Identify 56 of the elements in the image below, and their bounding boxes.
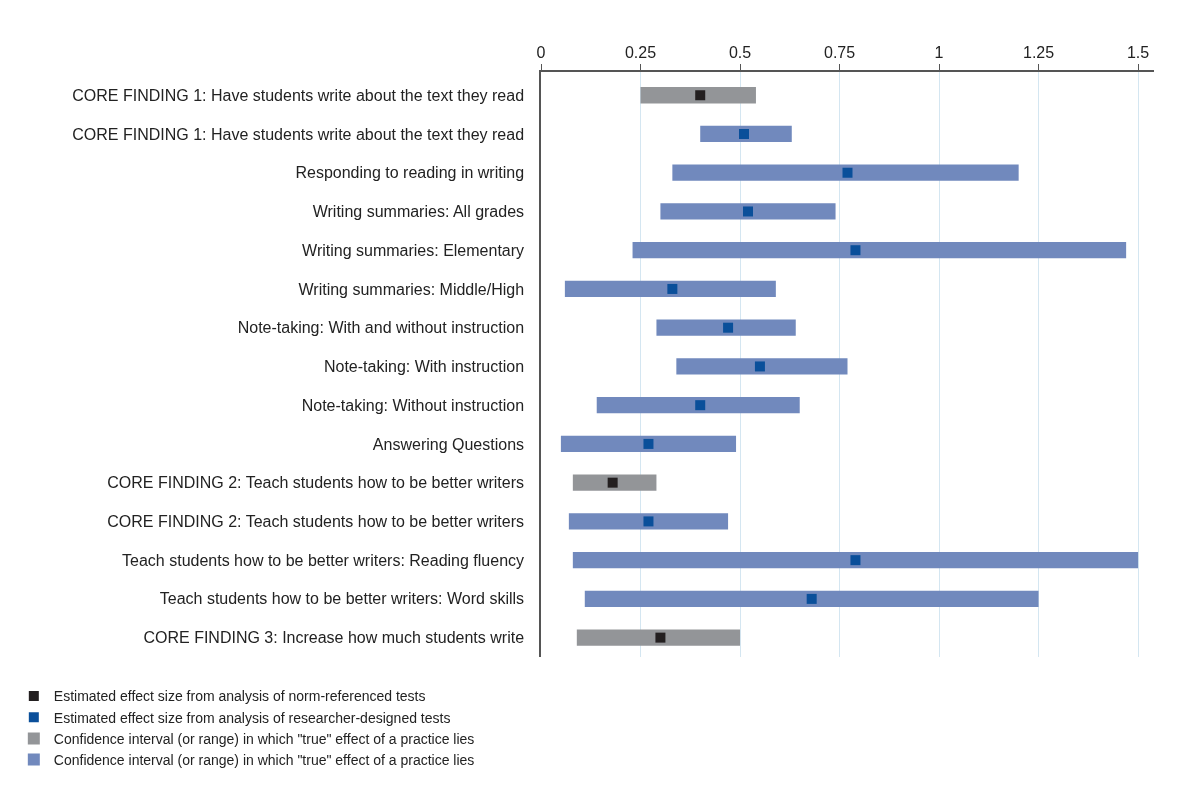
x-tick-label: 0.5 xyxy=(728,43,752,61)
bar xyxy=(656,319,796,336)
y-tick-label: Teach students how to be better writers: Word skills xyxy=(159,590,525,608)
point xyxy=(695,400,706,411)
bar xyxy=(576,629,741,646)
y-tick-label: Teach students how to be better writers: Reading fluency xyxy=(122,551,525,569)
bar xyxy=(572,474,657,491)
point xyxy=(754,361,765,372)
point xyxy=(723,322,734,333)
legend-label: Estimated effect size from analysis of researcher-designed tests xyxy=(53,709,451,726)
point xyxy=(695,90,706,101)
bar xyxy=(568,513,729,530)
bar xyxy=(572,552,1139,569)
x-tick-label: 1.5 xyxy=(1126,43,1150,61)
y-tick-label: CORE FINDING 2: Teach students how to be better writers xyxy=(107,474,525,492)
y-tick-label: Answering Questions xyxy=(372,435,525,453)
point xyxy=(850,245,861,256)
bar xyxy=(632,242,1127,259)
bar xyxy=(700,125,792,143)
bar xyxy=(564,280,776,298)
x-tick-label: 0.75 xyxy=(823,43,856,61)
bar xyxy=(560,435,737,453)
legend-label: Estimated effect size from analysis of norm-referenced tests xyxy=(53,688,426,705)
y-tick-label: CORE FINDING 3: Increase how much students write xyxy=(143,629,525,647)
point xyxy=(643,516,654,527)
y-tick-label: Note-taking: Without instruction xyxy=(301,396,525,414)
y-tick-label: CORE FINDING 1: Have students write about the text they read xyxy=(72,86,525,104)
point xyxy=(739,128,750,139)
y-tick-label: Writing summaries: Middle/High xyxy=(298,280,525,298)
bar xyxy=(672,164,1019,181)
y-tick-label: CORE FINDING 1: Have students write about the text they read xyxy=(72,125,525,143)
y-tick-label: Responding to reading in writing xyxy=(295,164,525,182)
point xyxy=(806,593,817,604)
x-tick-label: 0 xyxy=(536,43,546,61)
bar xyxy=(660,203,836,220)
bar xyxy=(676,358,848,375)
point xyxy=(667,283,678,294)
y-tick-label: Note-taking: With instruction xyxy=(323,358,525,376)
point xyxy=(655,632,666,643)
point xyxy=(607,477,618,488)
legend-label: Confidence interval (or range) in which "true" effect of a practice lies xyxy=(53,730,475,747)
point xyxy=(842,167,853,178)
x-tick-label: 1.25 xyxy=(1022,43,1055,61)
y-tick-label: Note-taking: With and without instruction xyxy=(237,319,525,337)
y-tick-label: Writing summaries: All grades xyxy=(312,203,525,221)
x-tick-label: 1 xyxy=(934,43,944,61)
y-tick-label: CORE FINDING 2: Teach students how to be better writers xyxy=(107,513,525,530)
point xyxy=(742,206,753,217)
bar xyxy=(640,87,756,104)
x-tick-label: 0.25 xyxy=(624,43,657,61)
point xyxy=(643,438,654,449)
bar xyxy=(596,397,800,414)
bar xyxy=(584,590,1039,608)
y-tick-label: Writing summaries: Elementary xyxy=(302,241,525,259)
legend-label: Confidence interval (or range) in which "true" effect of a practice lies xyxy=(53,752,475,769)
point xyxy=(850,555,861,566)
